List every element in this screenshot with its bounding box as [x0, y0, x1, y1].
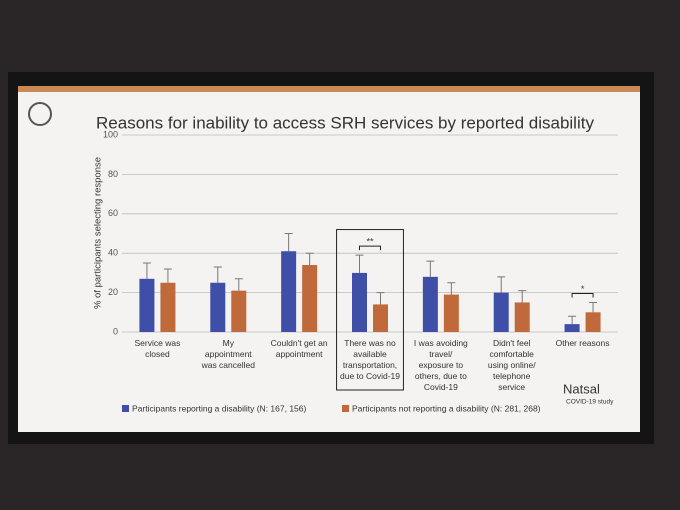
bar	[443, 294, 459, 332]
significance-bracket	[359, 245, 381, 251]
x-tick-label: Couldn't get an appointment	[271, 338, 328, 359]
significance-label: *	[581, 284, 585, 294]
y-axis-label: % of participants selecting response	[93, 157, 104, 309]
error-bar	[518, 290, 527, 303]
y-tick-label: 80	[108, 169, 118, 179]
error-bar	[426, 260, 435, 277]
error-bar	[497, 276, 506, 293]
error-bar	[568, 315, 577, 325]
legend-swatch	[122, 405, 129, 412]
error-bar	[447, 282, 456, 295]
error-bar	[142, 262, 151, 279]
x-tick-label: Service was closed	[135, 338, 181, 359]
error-bar	[305, 252, 314, 266]
x-tick-label: Other reasons	[556, 338, 610, 348]
legend-label: Participants not reporting a disability …	[352, 403, 541, 413]
bar	[422, 276, 438, 332]
virus-icon	[28, 102, 52, 126]
significance-bracket	[571, 292, 594, 298]
legend-label: Participants reporting a disability (N: …	[132, 403, 307, 413]
bar	[514, 302, 530, 332]
bar	[564, 324, 580, 332]
error-bar	[589, 301, 598, 313]
error-bar	[213, 266, 222, 283]
logo-subtitle: COVID-19 study	[566, 399, 614, 406]
bar	[281, 251, 297, 332]
error-bar	[355, 254, 364, 273]
error-bar	[234, 278, 243, 291]
x-tick-label: My appointment was cancelled	[201, 338, 256, 370]
bar	[352, 272, 367, 332]
slide	[18, 86, 640, 432]
x-tick-label: I was avoiding travel/exposure to others, …	[414, 338, 468, 392]
slide-bar	[18, 86, 640, 92]
logo: Natsal	[563, 381, 600, 396]
bar	[585, 312, 601, 332]
y-tick-label: 20	[108, 287, 118, 297]
bar	[231, 290, 247, 332]
bar	[210, 282, 226, 332]
y-tick-label: 60	[108, 208, 118, 218]
error-bar	[163, 268, 172, 283]
x-tick-label: There was no available transportation, due …	[340, 338, 400, 381]
legend-swatch	[342, 405, 349, 412]
y-tick-label: 40	[108, 248, 118, 258]
bar	[493, 292, 509, 332]
x-tick-label: Didn't feel comfortable using online/telep…	[488, 338, 536, 392]
error-bar	[376, 292, 385, 305]
bar	[373, 304, 388, 332]
bar	[160, 282, 176, 332]
chart-title: Reasons for inability to access SRH serv…	[96, 113, 594, 132]
error-bar	[284, 233, 293, 252]
y-tick-label: 0	[113, 326, 118, 336]
highlight-box	[336, 229, 404, 391]
bar	[302, 265, 318, 332]
bar	[139, 278, 155, 332]
significance-label: **	[366, 237, 374, 247]
y-tick-label: 100	[103, 129, 118, 139]
